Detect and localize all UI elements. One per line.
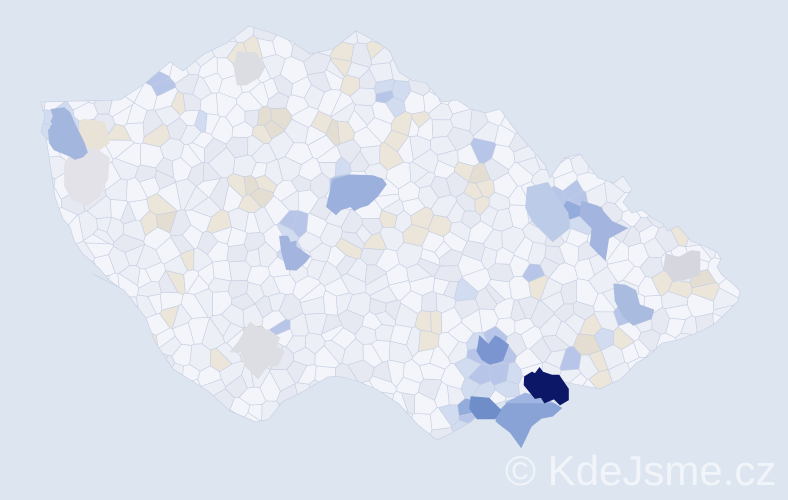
- svg-text:© KdeJsme.cz: © KdeJsme.cz: [505, 447, 776, 494]
